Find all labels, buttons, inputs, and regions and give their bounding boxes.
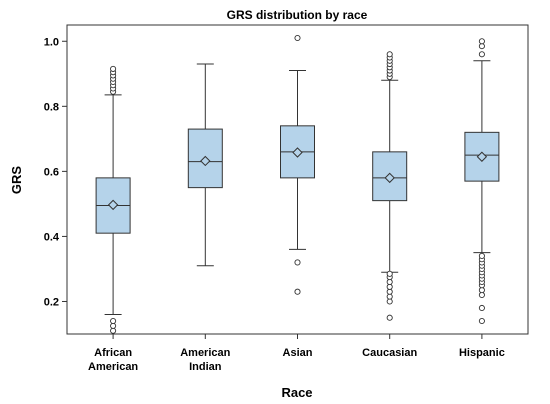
x-tick-label: Indian <box>189 361 222 373</box>
y-axis-title: GRS <box>9 166 24 195</box>
x-axis-title: Race <box>281 385 312 400</box>
x-tick-label: American <box>180 347 230 359</box>
outlier-point <box>478 43 485 50</box>
y-tick-label: 0.4 <box>44 231 60 243</box>
outlier-point <box>478 51 485 58</box>
box-1 <box>187 63 223 267</box>
outlier-point <box>110 322 117 329</box>
mean-marker <box>476 151 488 162</box>
outlier-point <box>294 288 301 295</box>
outlier-point <box>478 291 485 299</box>
mean-marker <box>200 155 211 167</box>
outlier-point <box>110 317 117 325</box>
y-tick-label: 0.2 <box>44 296 59 308</box>
outlier-point <box>386 51 393 58</box>
chart-title: GRS distribution by race <box>227 8 368 22</box>
outlier-point <box>478 252 485 259</box>
outlier-point <box>386 278 393 286</box>
y-axis: 0.2 0.4 0.6 0.8 1.0 <box>44 36 67 308</box>
y-tick-label: 0.8 <box>44 101 59 113</box>
mean-marker <box>107 199 119 211</box>
x-tick-label: African <box>94 347 132 359</box>
box-4 <box>464 38 500 325</box>
y-tick-label: 0.6 <box>44 166 59 178</box>
outlier-point <box>386 293 393 300</box>
outlier-point <box>386 288 393 295</box>
outlier-point <box>386 298 393 305</box>
outlier-point <box>294 34 301 42</box>
x-tick-label: Hispanic <box>459 347 505 359</box>
x-tick-label: American <box>88 361 138 373</box>
outlier-point <box>294 259 301 266</box>
mean-marker <box>292 147 303 158</box>
x-tick-label: Caucasian <box>362 347 417 359</box>
outlier-point <box>478 38 485 45</box>
x-axis: African American American Indian Asian Caucas… <box>88 334 505 373</box>
outlier-point <box>110 327 117 334</box>
box-0 <box>95 65 131 334</box>
outlier-point <box>478 287 485 294</box>
x-tick-label: Asian <box>283 347 313 359</box>
box-3 <box>372 51 408 321</box>
box-2 <box>280 34 315 295</box>
boxes-group <box>95 34 500 334</box>
y-tick-label: 1.0 <box>44 36 59 48</box>
mean-marker <box>384 172 395 184</box>
outlier-point <box>478 304 485 312</box>
outlier-point <box>386 283 393 290</box>
outlier-point <box>386 270 393 277</box>
outlier-point <box>478 317 485 325</box>
outlier-point <box>386 314 393 321</box>
outlier-point <box>110 65 117 72</box>
